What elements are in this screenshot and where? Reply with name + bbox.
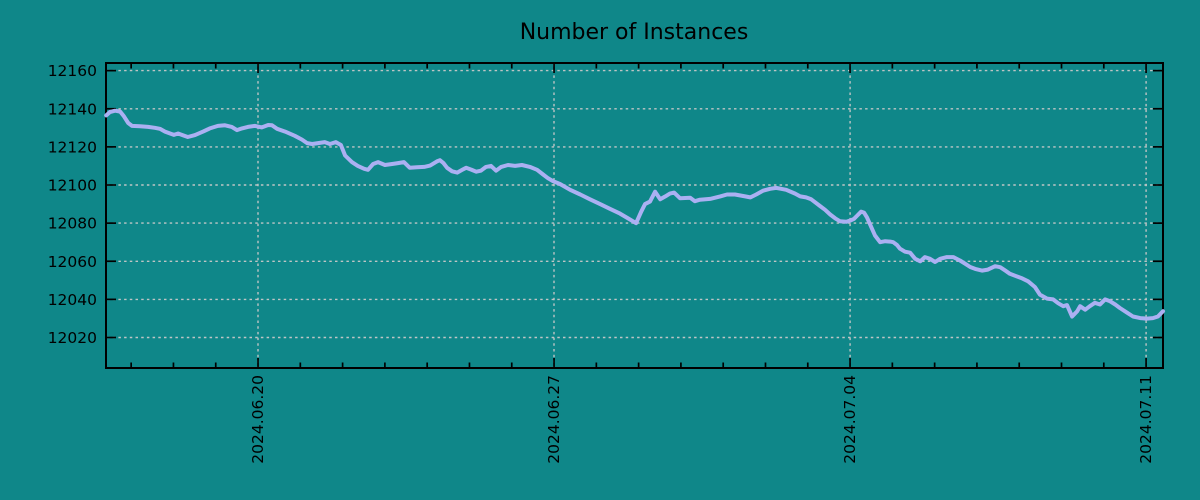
- x-tick-label: 2024.07.11: [1137, 375, 1155, 464]
- x-tick-label: 2024.06.27: [545, 375, 563, 464]
- y-tick-label: 12100: [48, 177, 97, 195]
- x-tick-label: 2024.07.04: [841, 375, 859, 464]
- data-line: [104, 108, 1165, 321]
- y-tick-label: 12120: [48, 138, 97, 156]
- plot-area: 12020 12040 12060 12080 12100 12120 12140 12160…: [48, 62, 1165, 464]
- y-tick-label: 12060: [48, 253, 97, 271]
- y-tick-label: 12040: [48, 291, 97, 309]
- y-tick-label: 12140: [48, 100, 97, 118]
- y-tick-label: 12160: [48, 62, 97, 80]
- x-tick-label: 2024.06.20: [249, 375, 267, 464]
- y-tick-label: 12020: [48, 329, 97, 347]
- y-tick-label: 12080: [48, 215, 97, 233]
- chart-title: Number of Instances: [520, 20, 749, 45]
- plot-border: [105, 62, 1164, 369]
